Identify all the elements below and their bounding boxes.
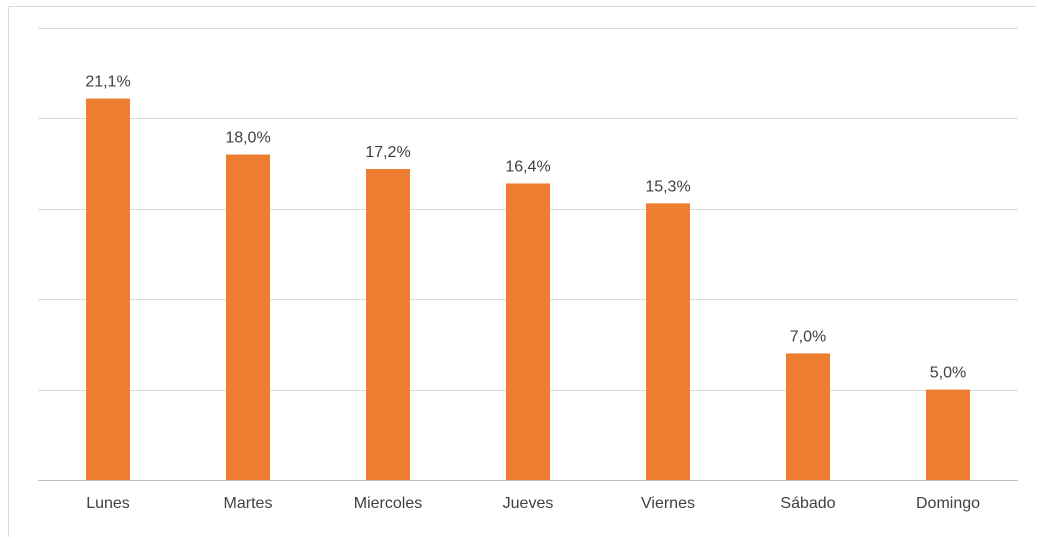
x-tick-label: Domingo bbox=[916, 495, 980, 512]
data-label: 7,0% bbox=[790, 328, 826, 345]
bars bbox=[86, 98, 970, 481]
x-tick-label: Viernes bbox=[641, 495, 695, 512]
x-tick-label: Martes bbox=[224, 495, 273, 512]
bar-martes bbox=[226, 154, 270, 480]
x-tick-label: Lunes bbox=[86, 495, 130, 512]
bar-lunes bbox=[86, 98, 130, 481]
data-label: 18,0% bbox=[225, 130, 270, 147]
x-tick-labels: Lunes Martes Miercoles Jueves Viernes Sábado D… bbox=[86, 495, 980, 512]
data-label: 21,1% bbox=[85, 74, 130, 91]
x-tick-label: Jueves bbox=[503, 495, 554, 512]
bar-domingo bbox=[926, 389, 970, 480]
data-label: 5,0% bbox=[930, 365, 966, 382]
data-label: 16,4% bbox=[505, 158, 550, 175]
data-labels: 21,1% 18,0% 17,2% 16,4% 15,3% 7,0% 5,0% bbox=[85, 74, 966, 382]
x-tick-label: Miercoles bbox=[354, 495, 422, 512]
bar-miercoles bbox=[366, 169, 410, 481]
data-label: 17,2% bbox=[365, 144, 410, 161]
data-label: 15,3% bbox=[645, 178, 690, 195]
x-tick-label: Sábado bbox=[780, 495, 835, 512]
bar-viernes bbox=[646, 203, 690, 480]
bar-jueves bbox=[506, 183, 550, 480]
bar-sábado bbox=[786, 353, 830, 480]
